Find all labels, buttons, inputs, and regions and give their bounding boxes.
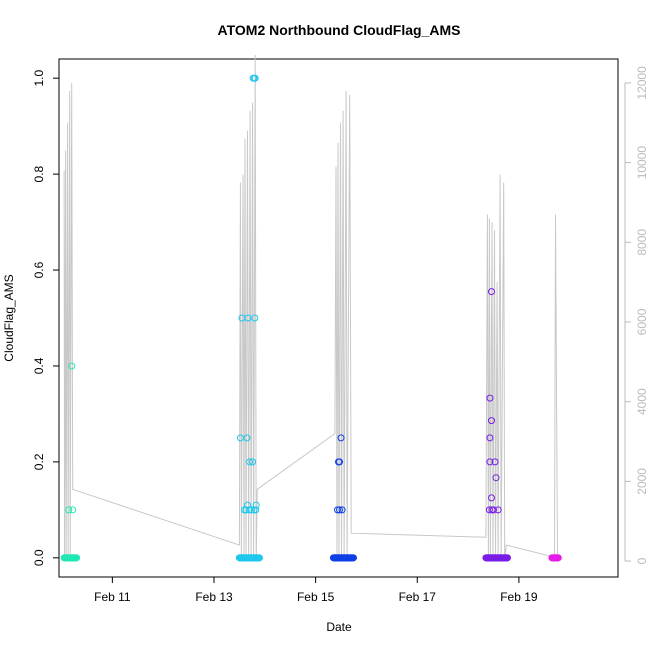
data-point: [492, 474, 500, 482]
plot-frame: [58, 58, 619, 578]
data-point: [486, 394, 494, 402]
y-axis: 0.0 0.2 0.4 0.6 0.8 1.0: [32, 70, 59, 566]
data-point: [236, 434, 244, 442]
y-tick-label: 1.0: [32, 70, 46, 87]
secondary-tick-label: 12000: [635, 66, 649, 100]
points-layer: [60, 74, 562, 562]
data-point: [486, 434, 494, 442]
y-tick-label: 0.0: [32, 549, 46, 566]
data-point: [336, 506, 343, 514]
x-axis-label: Date: [326, 620, 352, 634]
data-point: [350, 554, 357, 562]
secondary-y-axis: 0 2000 4000 6000 8000 10000 12000: [624, 66, 649, 564]
data-point: [243, 434, 251, 442]
data-point: [490, 506, 497, 514]
data-point: [488, 494, 495, 502]
data-point: [338, 506, 346, 514]
secondary-tick-label: 6000: [635, 308, 649, 335]
y-tick-label: 0.8: [32, 165, 46, 182]
y-tick-label: 0.2: [32, 453, 46, 470]
data-point: [251, 74, 259, 82]
data-point: [244, 314, 252, 322]
data-point: [486, 458, 494, 466]
data-point: [488, 288, 495, 296]
data-point: [504, 554, 511, 562]
data-point: [256, 554, 263, 562]
x-tick-label: Feb 19: [500, 590, 538, 604]
data-point: [252, 506, 260, 514]
x-axis: Feb 11 Feb 13 Feb 15 Feb 17 Feb 19: [94, 577, 538, 604]
y-axis-label: CloudFlag_AMS: [2, 274, 16, 361]
data-point: [336, 458, 343, 466]
y-tick-label: 0.6: [32, 261, 46, 278]
altitude-series-line: [63, 54, 559, 562]
data-point: [248, 506, 256, 514]
x-tick-label: Feb 15: [297, 590, 335, 604]
secondary-tick-label: 0: [635, 557, 649, 564]
data-point: [73, 554, 81, 562]
secondary-tick-label: 2000: [635, 468, 649, 495]
x-tick-label: Feb 17: [399, 590, 437, 604]
altitude-line-layer: [63, 54, 559, 562]
chart-title: ATOM2 Northbound CloudFlag_AMS: [218, 22, 461, 38]
x-tick-label: Feb 11: [94, 590, 131, 604]
secondary-tick-label: 10000: [635, 146, 649, 180]
data-point: [554, 554, 562, 562]
data-point: [337, 434, 345, 442]
data-point: [65, 506, 73, 514]
data-point: [491, 458, 499, 466]
data-point: [69, 506, 77, 514]
data-point: [68, 362, 76, 370]
data-point: [245, 506, 253, 514]
data-point: [488, 417, 495, 425]
secondary-tick-label: 4000: [635, 388, 649, 415]
data-point: [251, 314, 259, 322]
data-point: [334, 506, 341, 514]
data-point: [485, 506, 493, 514]
secondary-tick-label: 8000: [635, 229, 649, 256]
data-point: [246, 458, 254, 466]
y-tick-label: 0.4: [32, 357, 46, 374]
data-point: [249, 458, 257, 466]
data-point: [494, 506, 502, 514]
x-tick-label: Feb 13: [195, 590, 233, 604]
